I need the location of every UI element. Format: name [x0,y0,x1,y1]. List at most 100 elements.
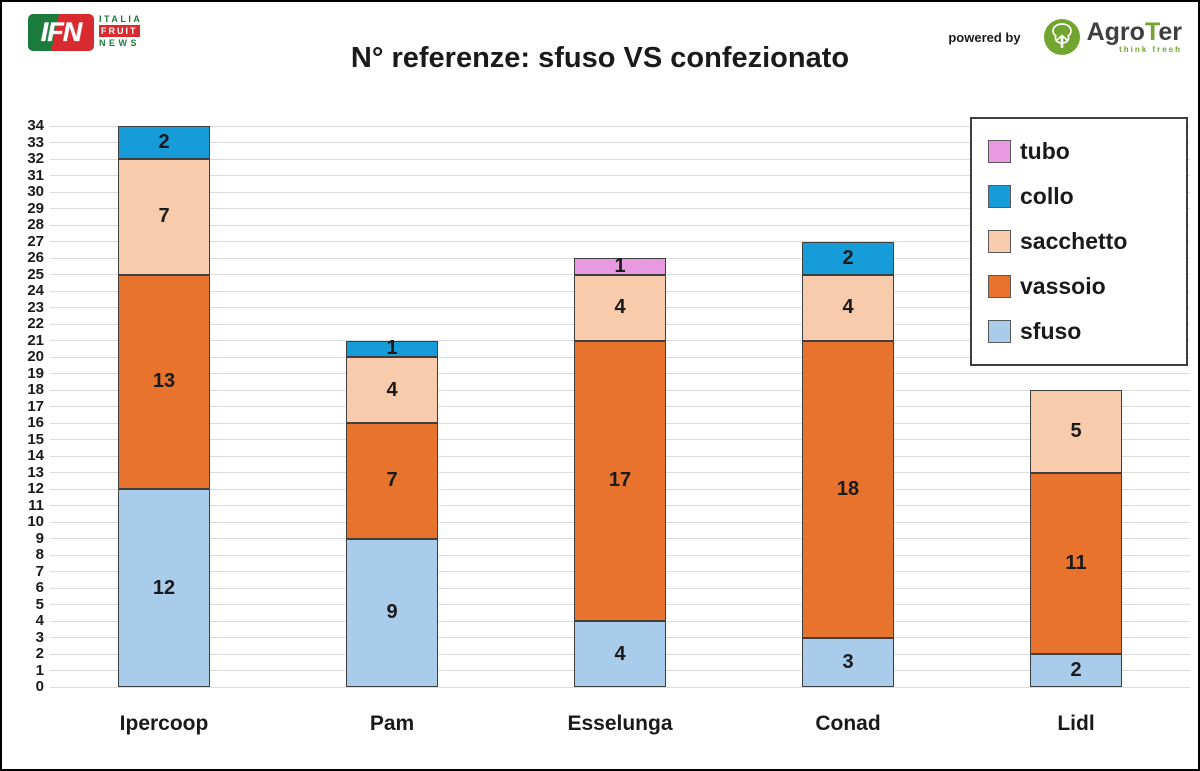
agroter-name-t: T [1144,18,1159,46]
chart-title: N° referenze: sfuso VS confezionato [350,42,850,74]
bar-segment-sfuso: 4 [574,621,666,687]
y-tick-label: 16 [27,414,44,431]
legend-item-collo: collo [988,174,1186,219]
gridline [50,175,1190,176]
bar-segment-sacchetto: 7 [118,159,210,275]
y-tick-label: 28 [27,216,44,233]
x-category-label: Pam [369,712,415,735]
y-tick-label: 14 [27,447,44,464]
agroter-logo: AgroTer think fresh [1043,18,1182,56]
segment-value-label: 2 [1070,659,1082,681]
agroter-tagline: think fresh [1119,45,1182,54]
segment-value-label: 18 [836,477,860,500]
y-tick-label: 32 [27,150,44,167]
ifn-logo-wordmark: ITALIA FRUIT NEWS [99,14,142,48]
legend-swatch-vassoio [988,275,1011,298]
bar-segment-vassoio: 17 [574,340,666,621]
legend-swatch-sacchetto [988,230,1011,253]
segment-value-label: 1 [386,337,398,360]
gridline [50,686,1190,688]
y-tick-label: 25 [27,265,44,283]
y-tick-label: 22 [27,315,44,332]
legend-label: collo [1020,183,1074,209]
bar-segment-sacchetto: 4 [802,274,894,341]
tree-icon [1043,19,1080,55]
y-tick-label: 18 [27,381,44,398]
chart-legend: tubo collo sacchetto vassoio sfuso [970,117,1188,366]
ifn-italia-label: ITALIA [99,14,143,24]
y-tick-label: 1 [35,661,44,679]
y-tick-label: 30 [27,183,44,200]
segment-value-label: 2 [158,131,170,153]
segment-value-label: 3 [842,650,854,673]
y-tick-label: 15 [27,430,44,448]
legend-item-sfuso: sfuso [988,309,1186,354]
legend-label: vassoio [1020,273,1106,299]
y-tick-label: 19 [27,364,44,382]
powered-by-label: powered by [948,29,1021,45]
y-tick-label: 17 [27,397,44,415]
bar-segment-vassoio: 11 [1030,472,1122,654]
bar-segment-sfuso: 12 [118,489,210,687]
gridline [50,241,1190,242]
powered-by-block: powered by AgroTer think fresh [948,18,1182,56]
legend-swatch-collo [988,185,1011,208]
segment-value-label: 13 [152,370,176,393]
legend-item-tubo: tubo [988,129,1186,174]
gridline [50,208,1190,209]
y-tick-label: 23 [27,298,44,316]
legend-label: tubo [1020,138,1070,164]
y-tick-label: 0 [35,678,44,695]
y-tick-label: 11 [28,496,44,514]
legend-swatch-tubo [988,140,1011,163]
y-tick-label: 27 [27,232,44,250]
bar-segment-collo: 1 [346,337,438,359]
gridline [50,142,1190,143]
legend-label: sfuso [1020,318,1082,344]
bar-segment-vassoio: 7 [346,423,438,539]
segment-value-label: 5 [1070,419,1082,442]
segment-value-label: 11 [1065,551,1087,574]
bar-segment-collo: 2 [118,126,210,159]
segment-value-label: 7 [386,469,398,492]
x-category-label: Ipercoop [119,712,209,735]
segment-value-label: 2 [842,246,854,269]
legend-item-vassoio: vassoio [988,264,1186,309]
y-tick-label: 2 [35,645,44,662]
segment-value-label: 4 [614,642,626,665]
agroter-wordmark: AgroTer think fresh [1087,20,1182,54]
agroter-name-er: er [1158,18,1182,46]
bar-segment-vassoio: 18 [802,340,894,638]
y-tick-label: 10 [27,513,44,530]
y-tick-label: 9 [35,529,44,547]
x-category-label: Conad [815,712,881,735]
y-tick-label: 8 [35,546,44,563]
y-tick-label: 13 [27,463,44,481]
ifn-fruit-label: FRUIT [99,25,140,37]
segment-value-label: 1 [614,254,626,277]
segment-value-label: 4 [386,378,398,401]
segment-value-label: 7 [158,205,170,228]
bar-segment-sfuso: 9 [346,538,438,687]
bar-segment-vassoio: 13 [118,274,210,489]
bar-segment-sacchetto: 5 [1030,390,1122,473]
agroter-name: AgroTer [1087,20,1182,45]
y-tick-label: 6 [35,579,44,596]
ifn-logo-text: IFN [40,17,82,47]
y-tick-label: 34 [27,117,44,134]
x-category-label: Esselunga [567,712,673,735]
y-tick-label: 5 [35,595,44,613]
gridline [50,125,1190,127]
y-tick-label: 26 [27,249,44,266]
gridline [50,191,1190,193]
y-tick-label: 4 [35,612,44,629]
bar-segment-sfuso: 3 [802,637,894,687]
ifn-logo-mark: IFN [28,14,94,51]
y-tick-label: 24 [27,282,44,299]
y-tick-label: 3 [35,628,44,646]
segment-value-label: 4 [614,296,626,318]
bar-segment-collo: 2 [802,241,894,275]
bar-segment-tubo: 1 [574,254,666,277]
